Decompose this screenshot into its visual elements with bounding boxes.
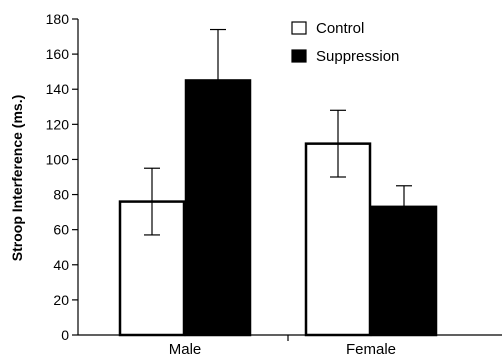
y-tick-label: 160	[46, 46, 70, 62]
bar-suppression-male	[184, 79, 252, 337]
y-tick-label: 80	[53, 187, 69, 203]
y-axis-label: Stroop Interference (ms.)	[9, 95, 25, 261]
plot-area: 0 20 40 60 80 100 120 140 160 180 Male Female	[46, 11, 502, 358]
legend-swatch-suppression	[291, 49, 307, 63]
y-tick-label: 120	[46, 116, 70, 132]
y-tick-label: 140	[46, 81, 70, 97]
bar-control-male	[118, 200, 186, 337]
y-tick-label: 0	[61, 327, 69, 343]
legend: Control Suppression	[291, 20, 399, 65]
y-tick-label: 20	[53, 292, 69, 308]
bar-suppression-female	[370, 205, 438, 337]
legend-label-suppression: Suppression	[316, 48, 399, 65]
y-tick-label: 100	[46, 151, 70, 167]
legend-label-control: Control	[316, 20, 364, 37]
x-category-label: Female	[346, 341, 396, 358]
legend-swatch-control	[291, 21, 307, 35]
y-tick-label: 60	[53, 222, 69, 238]
y-tick-label: 40	[53, 257, 69, 273]
y-tick-label: 180	[46, 11, 70, 27]
x-category-label: Male	[169, 341, 202, 358]
